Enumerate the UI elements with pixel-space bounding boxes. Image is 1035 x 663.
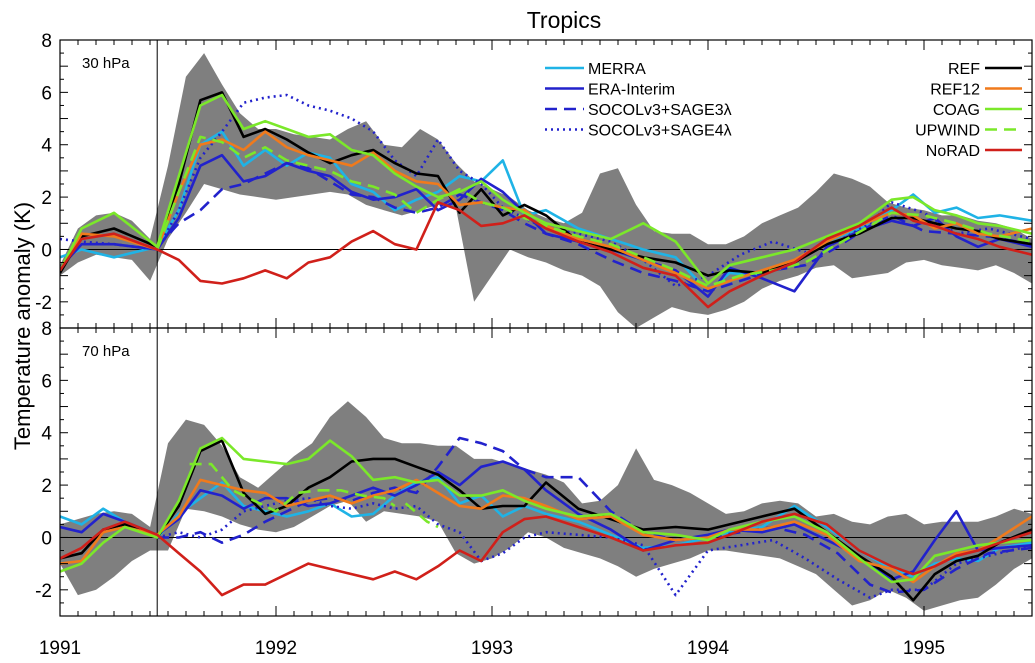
legend-label: REF [948,61,980,78]
y-tick-label: 6 [41,83,52,104]
series-line-socolv3-sage4 [60,93,1032,288]
panel-70hpa: -2 0 2 4 6 8 70 hPa [35,319,1033,617]
legend-item-upwind: UPWIND [915,123,1022,140]
legend-item-norad: NoRAD [926,143,1022,160]
legend: MERRA ERA-Interim SOCOLv3+SAGE3λ SOCOLv3+SA… [545,61,1022,160]
y-tick-label: 6 [41,371,52,392]
series-line-coag [60,93,1032,285]
y-tick-label: 4 [41,136,52,157]
x-tick-label: 1994 [687,638,730,659]
legend-label: ERA-Interim [588,82,675,99]
y-tick-label: -2 [35,293,52,314]
legend-label: SOCOLv3+SAGE4λ [588,123,732,140]
panel-label: 30 hPa [82,55,130,72]
model-range-band [60,53,1032,328]
x-tick-label: 1991 [39,638,81,659]
series-line-upwind [189,462,396,513]
legend-item-merra: MERRA [545,61,646,78]
legend-item-socolv3-sage4: SOCOLv3+SAGE4λ [545,123,732,140]
x-tick-label: 1992 [255,638,297,659]
legend-label: MERRA [588,61,646,78]
y-tick-label: 0 [41,240,52,261]
panel-label: 70 hPa [82,343,130,360]
legend-label: SOCOLv3+SAGE3λ [588,102,732,119]
y-tick-label: 2 [41,476,52,497]
y-tick-label: 8 [41,319,52,340]
series-line-ref12 [60,478,1032,584]
y-axis-label: Temperature anomaly (K) [10,202,35,450]
legend-label: UPWIND [915,123,980,140]
series-line-coag [60,436,1032,584]
y-tick-label: 0 [41,528,52,549]
x-tick-label: 1995 [903,638,945,659]
y-tick-label: 8 [41,31,52,52]
y-tick-label: 4 [41,424,52,445]
chart-title: Tropics [527,7,602,33]
legend-item-ref12: REF12 [930,82,1022,99]
legend-item-coag: COAG [933,102,1022,119]
legend-label: REF12 [930,82,980,99]
series-line-socolv3-sage4 [156,496,1032,600]
legend-item-ref: REF [948,61,1022,78]
legend-label: COAG [933,102,980,119]
series-line-upwind [404,502,439,529]
y-tick-label: -2 [35,581,52,602]
series-line-socolv3-sage3 [157,436,1032,594]
x-axis: 1991 1992 1993 1994 1995 [39,638,945,659]
legend-item-socolv3-sage3: SOCOLv3+SAGE3λ [545,102,732,119]
x-tick-label: 1993 [471,638,513,659]
legend-item-era-interim: ERA-Interim [545,82,675,99]
series-line-norad [60,512,1032,597]
y-tick-label: 2 [41,188,52,209]
panel-30hpa: -2 0 2 4 6 8 30 hPa [35,31,1033,329]
legend-label: NoRAD [926,143,980,160]
series-line-norad [60,201,1032,309]
